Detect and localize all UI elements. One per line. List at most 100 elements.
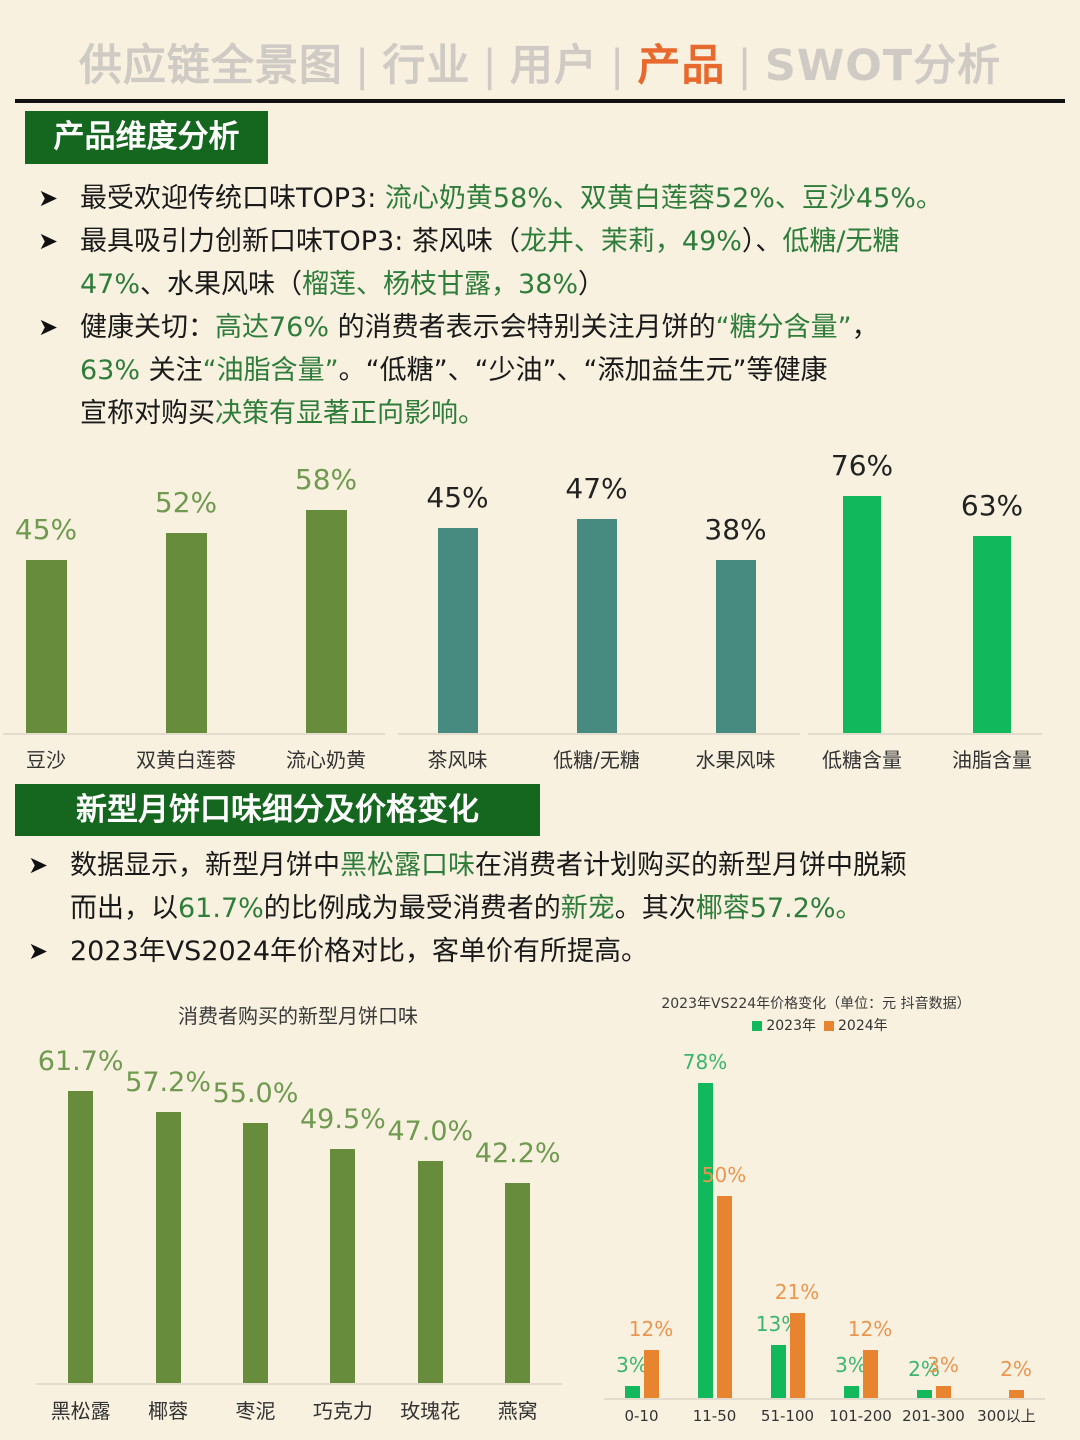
category-label: 椰蓉	[148, 1399, 189, 1423]
bar-value-label: 55.0%	[212, 1077, 299, 1109]
bar-2024	[1008, 1389, 1024, 1398]
bar	[973, 536, 1011, 733]
bar-value-label: 63%	[960, 489, 1024, 523]
category-label: 黑松露	[50, 1399, 111, 1423]
bar	[68, 1091, 94, 1383]
bullet-item: ➤ 最具吸引力创新口味TOP3: 茶风味（龙井、茉莉，49%）、低糖/无糖 47%、…	[38, 220, 943, 306]
bar-2023	[916, 1389, 932, 1398]
category-label: 燕窝	[497, 1399, 538, 1423]
bar-value-label: 45%	[426, 481, 489, 515]
body-text: 最受欢迎传统口味TOP3:	[80, 183, 385, 214]
bar	[25, 559, 67, 733]
category-label: 豆沙	[26, 748, 66, 772]
bar	[715, 560, 756, 733]
bar-value-label: 3%	[927, 1352, 959, 1377]
nav-separator: |	[354, 41, 371, 91]
category-label: 低糖含量	[822, 748, 902, 772]
nav-tab-supply-chain[interactable]: 供应链全景图	[78, 41, 343, 91]
legend-item: 2023年	[744, 1018, 816, 1034]
highlight-text: 榴莲、杨枝甘露，38%	[302, 269, 579, 300]
chart-baseline	[604, 1398, 1045, 1400]
bullet-line: 宣称对购买决策有显著正向影响。	[80, 392, 943, 435]
legend-swatch-2024	[824, 1021, 834, 1031]
bar-value-label: 42.2%	[474, 1138, 561, 1170]
category-label: 51-100	[760, 1407, 815, 1425]
highlight-text: “油脂含量”	[202, 355, 339, 386]
highlight-text: 决策有显著正向影响。	[215, 398, 485, 429]
bar	[505, 1183, 531, 1383]
category-label: 101-200	[829, 1407, 892, 1425]
bar	[843, 495, 881, 733]
body-text: 2023年VS2024年价格对比，客单价有所提高。	[70, 936, 649, 967]
header-divider	[15, 99, 1065, 103]
bar-value-label: 47.0%	[387, 1115, 474, 1147]
highlight-text: 椰蓉57.2%。	[695, 893, 863, 924]
nav-separator: |	[737, 41, 753, 91]
category-label: 茶风味	[427, 748, 488, 772]
body-text: ）、	[741, 226, 783, 257]
bar-2024	[935, 1385, 951, 1398]
bar	[576, 519, 617, 733]
category-label: 300以上	[977, 1407, 1036, 1425]
bar-2024	[862, 1349, 878, 1398]
bar	[437, 528, 478, 733]
highlight-text: 流心奶黄58%、双黄白莲蓉52%、豆沙45%。	[384, 183, 943, 214]
bar-value-label: 52%	[154, 486, 218, 520]
arrow-bullet-icon: ➤	[28, 937, 49, 965]
bar-value-label: 47%	[565, 472, 628, 506]
bar-2023	[624, 1385, 640, 1398]
bar-2024	[789, 1313, 805, 1398]
bar-value-label: 45%	[14, 512, 78, 546]
category-label: 油脂含量	[952, 748, 1032, 772]
body-text: 关注	[140, 355, 203, 386]
body-text: 健康关切：	[80, 312, 215, 343]
body-text: 的比例成为最受消费者的	[263, 893, 561, 924]
top-navigation: 供应链全景图 | 行业 | 用户 | 产品 | SWOT分析	[0, 38, 1080, 94]
highlight-text: 低糖/无糖	[782, 226, 900, 257]
product-analysis-bullets: ➤ 最受欢迎传统口味TOP3: 流心奶黄58%、双黄白莲蓉52%、豆沙45%。 ➤ 最…	[38, 177, 943, 435]
bar-value-label: 2%	[908, 1356, 940, 1381]
bar	[155, 1112, 181, 1383]
bar-value-label: 21%	[774, 1280, 820, 1305]
bullet-item: ➤ 数据显示，新型月饼中黑松露口味在消费者计划购买的新型月饼中脱颖 而出，以61.7…	[28, 844, 907, 930]
nav-tab-industry[interactable]: 行业	[382, 41, 471, 91]
body-text: 最具吸引力创新口味TOP3: 茶风味（	[80, 226, 520, 257]
bullet-line: ➤ 2023年VS2024年价格对比，客单价有所提高。	[28, 930, 907, 973]
body-text: 在消费者计划购买的新型月饼中脱颖	[475, 850, 907, 881]
new-flavors-bullets: ➤ 数据显示，新型月饼中黑松露口味在消费者计划购买的新型月饼中脱颖 而出，以61.7…	[28, 844, 907, 973]
highlight-text: 高达76%	[215, 312, 330, 343]
legend-label: 2023年	[766, 1018, 816, 1034]
chart-baseline	[36, 1383, 562, 1385]
bar-2023	[697, 1082, 713, 1398]
bar-value-label: 12%	[628, 1316, 674, 1341]
arrow-bullet-icon: ➤	[28, 851, 49, 879]
nav-tab-user[interactable]: 用户	[509, 41, 598, 91]
bar-value-label: 76%	[830, 448, 894, 482]
bar-2023	[770, 1345, 786, 1398]
body-text: 宣称对购买	[80, 398, 215, 429]
bar-value-label: 2%	[1000, 1356, 1032, 1381]
category-label: 双黄白莲蓉	[136, 748, 236, 772]
nav-tab-swot[interactable]: SWOT分析	[764, 41, 1002, 91]
category-label: 水果风味	[695, 748, 776, 772]
body-text: ，	[851, 312, 879, 343]
bar-value-label: 78%	[682, 1049, 728, 1074]
nav-tab-product[interactable]: 产品	[637, 41, 726, 91]
bullet-item: ➤ 健康关切：高达76% 的消费者表示会特别关注月饼的“糖分含量”， 63% 关注“…	[38, 306, 943, 435]
highlight-text: 63%	[80, 355, 141, 386]
bar	[243, 1122, 268, 1383]
bullet-line: ➤ 健康关切：高达76% 的消费者表示会特别关注月饼的“糖分含量”，	[38, 306, 943, 349]
nav-separator: |	[609, 41, 626, 91]
legend-label: 2024年	[838, 1018, 888, 1034]
category-label: 巧克力	[312, 1399, 373, 1423]
chart-legend: 2023年 2024年	[604, 1017, 1028, 1035]
bullet-line: ➤ 数据显示，新型月饼中黑松露口味在消费者计划购买的新型月饼中脱颖	[28, 844, 907, 887]
arrow-bullet-icon: ➤	[38, 227, 59, 255]
section-header-new-flavors-price: 新型月饼口味细分及价格变化	[15, 784, 540, 836]
body-text: 。“低糖”、“少油”、“添加益生元”等健康	[338, 355, 828, 386]
category-label: 枣泥	[235, 1399, 276, 1423]
category-label: 低糖/无糖	[553, 748, 640, 772]
body-text: 而出，以	[70, 893, 178, 924]
bar-2024	[643, 1349, 659, 1398]
bar	[165, 533, 207, 733]
